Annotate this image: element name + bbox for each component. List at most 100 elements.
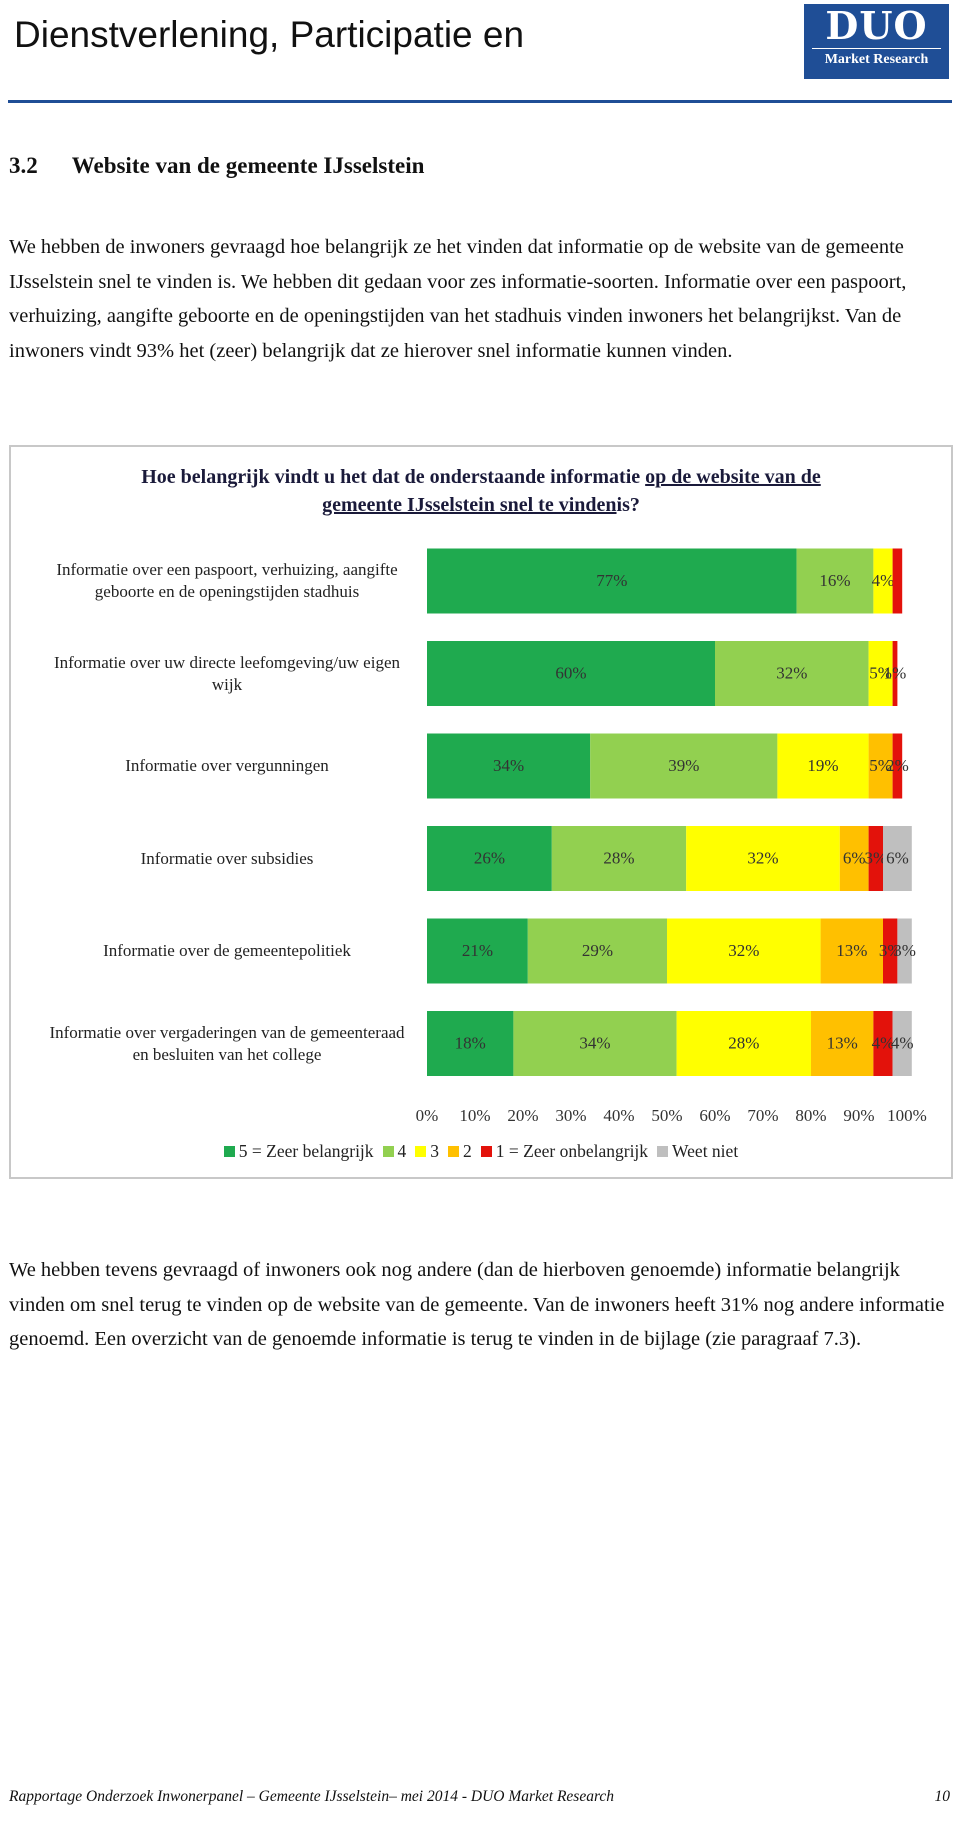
value-label: 29% xyxy=(582,941,613,960)
bar-segment xyxy=(868,826,883,891)
legend-item: 1 = Zeer onbelangrijk xyxy=(480,1141,649,1162)
value-label: 4% xyxy=(891,1033,914,1052)
legend-item: Weet niet xyxy=(657,1141,738,1162)
bar-segment xyxy=(839,826,869,891)
legend-swatch xyxy=(415,1146,427,1157)
x-tick-label: 50% xyxy=(651,1106,682,1125)
bar-segment xyxy=(883,826,912,891)
legend-item: 2 xyxy=(448,1141,472,1162)
bar-segment xyxy=(715,641,869,706)
value-label: 60% xyxy=(555,663,586,682)
logo-subtitle: Market Research xyxy=(812,48,941,71)
value-label: 6% xyxy=(886,848,909,867)
bar-segment xyxy=(427,1011,514,1076)
value-label: 34% xyxy=(579,1033,610,1052)
legend-swatch xyxy=(448,1146,460,1157)
value-label: 1% xyxy=(884,663,907,682)
value-label: 13% xyxy=(827,1033,858,1052)
bar-segment xyxy=(892,548,903,614)
category-label: Informatie over uw directe leefomgeving/… xyxy=(53,652,400,694)
bar-segment xyxy=(427,918,528,984)
bar-segment xyxy=(892,1011,912,1076)
legend-label: 2 xyxy=(463,1141,472,1161)
chart-title-text: Hoe belangrijk vindt u het dat de onders… xyxy=(141,466,641,488)
bar-segment xyxy=(427,826,552,891)
legend-swatch xyxy=(657,1146,669,1157)
bar-segment xyxy=(811,1011,874,1076)
category-label: Informatie over een paspoort, verhuizing… xyxy=(56,560,398,601)
value-label: 32% xyxy=(728,941,759,960)
chart-title: Hoe belangrijk vindt u het dat de onders… xyxy=(131,463,831,519)
bar-segment xyxy=(897,918,912,984)
bar-segment xyxy=(873,1011,893,1076)
legend-label: 4 xyxy=(397,1141,407,1161)
value-label: 39% xyxy=(668,756,699,775)
value-label: 19% xyxy=(807,756,838,775)
legend-label: 5 = Zeer belangrijk xyxy=(238,1141,374,1161)
paragraph: We hebben tevens gevraagd of inwoners oo… xyxy=(9,1259,945,1351)
legend-label: 3 xyxy=(430,1141,440,1161)
section-heading: 3.2 Website van de gemeente IJsselstein xyxy=(9,153,424,179)
logo-text: DUO xyxy=(825,3,928,48)
chart-frame: Hoe belangrijk vindt u het dat de onders… xyxy=(9,445,953,1179)
page-number: 10 xyxy=(934,1788,951,1805)
value-label: 26% xyxy=(474,848,505,867)
bar-segment xyxy=(873,548,893,614)
legend-swatch xyxy=(382,1146,394,1157)
chart-title-end: is? xyxy=(616,494,640,516)
paragraph: We hebben de inwoners gevraagd hoe belan… xyxy=(9,236,907,363)
header-rule xyxy=(8,100,952,103)
chart: 77% 16% 4%60% 32% 5%1%34% 39% 19% 5%2%26% 28% 32%… xyxy=(416,548,927,1125)
logo: DUO Market Research xyxy=(804,4,949,79)
value-label: 28% xyxy=(603,848,634,867)
footer-text: Rapportage Onderzoek Inwonerpanel – Geme… xyxy=(9,1788,615,1805)
bar-segment xyxy=(427,641,715,706)
value-label: 4% xyxy=(872,1033,895,1052)
legend-swatch xyxy=(223,1146,235,1157)
x-tick-label: 20% xyxy=(507,1106,538,1125)
bar-segment xyxy=(686,826,840,891)
value-label: 28% xyxy=(728,1033,759,1052)
value-label: 34% xyxy=(493,756,524,775)
value-label: 2% xyxy=(886,756,909,775)
section-title: Website van de gemeente IJsselstein xyxy=(71,153,425,178)
value-label: 3% xyxy=(893,941,916,960)
value-label: 16% xyxy=(819,571,850,590)
category-label: Informatie over subsidies xyxy=(140,848,314,868)
bar-segment xyxy=(796,548,874,614)
x-tick-label: 0% xyxy=(416,1106,439,1125)
value-label: 21% xyxy=(462,941,493,960)
bar-segment xyxy=(892,733,903,799)
bar-segment xyxy=(527,918,667,984)
legend-swatch xyxy=(480,1146,492,1157)
value-label: 6% xyxy=(843,848,866,867)
x-tick-label: 90% xyxy=(843,1106,874,1125)
value-label: 18% xyxy=(455,1033,486,1052)
legend-label: 1 = Zeer onbelangrijk xyxy=(495,1141,649,1161)
bar-segment xyxy=(427,548,797,614)
bar-segment xyxy=(427,733,591,799)
category-label: Informatie over de gemeentepolitiek xyxy=(103,941,351,960)
x-tick-label: 60% xyxy=(699,1106,730,1125)
bar-segment xyxy=(590,733,778,799)
value-label: 3% xyxy=(864,848,887,867)
legend-item: 3 xyxy=(415,1141,439,1162)
bar-segment xyxy=(667,918,821,984)
value-label: 77% xyxy=(596,571,627,590)
category-label: Informatie over vergaderingen van de gem… xyxy=(49,1022,405,1064)
bar-segment xyxy=(777,733,869,799)
value-label: 13% xyxy=(836,941,867,960)
bar-segment xyxy=(551,826,687,891)
bar-segment xyxy=(868,733,893,799)
x-tick-label: 100% xyxy=(887,1106,927,1125)
value-label: 5% xyxy=(869,663,892,682)
value-label: 32% xyxy=(776,663,807,682)
bar-segment xyxy=(892,641,898,706)
value-label: 4% xyxy=(872,571,895,590)
value-label: 5% xyxy=(869,756,892,775)
header-title: Dienstverlening, Participatie en xyxy=(14,14,525,55)
x-tick-label: 40% xyxy=(603,1106,634,1125)
bar-segment xyxy=(868,641,893,706)
